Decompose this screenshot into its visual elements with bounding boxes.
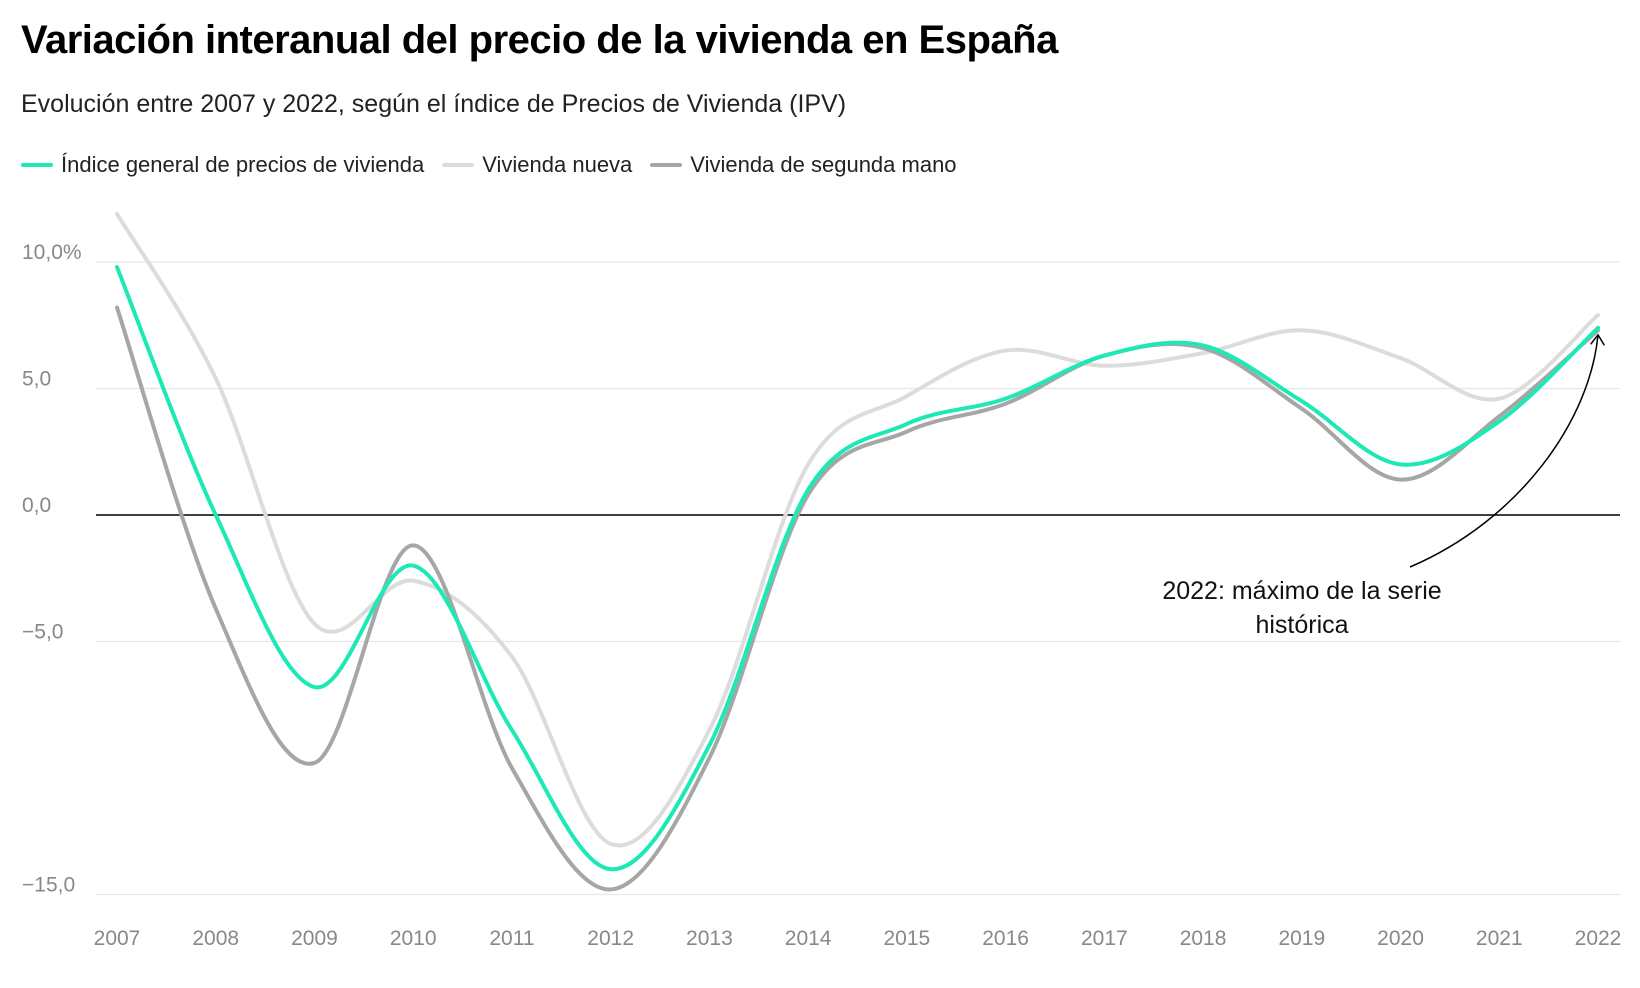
x-tick-label: 2022 <box>1575 927 1622 950</box>
annotation-layer: 2022: máximo de la serie histórica <box>1162 334 1605 639</box>
x-tick-label: 2009 <box>291 927 338 950</box>
x-tick-label: 2013 <box>686 927 733 950</box>
tick-layer: 10,0% 5,0 0,0 −5,0 −15,0 2007 2008 2009 2010 2011… <box>22 241 1621 950</box>
legend-item: Vivienda nueva <box>442 152 632 178</box>
annotation-text: 2022: máximo de la serie <box>1162 577 1441 605</box>
y-tick-label: 0,0 <box>22 494 51 517</box>
y-tick-label: 10,0% <box>22 241 82 264</box>
legend-label: Vivienda de segunda mano <box>690 152 957 177</box>
x-tick-label: 2010 <box>390 927 437 950</box>
chart-legend: Índice general de precios de vivienda Viv… <box>21 152 975 178</box>
legend-label: Vivienda nueva <box>482 152 633 177</box>
chart-title: Variación interanual del precio de la vi… <box>21 18 1058 62</box>
legend-swatch <box>21 163 53 167</box>
x-tick-label: 2015 <box>884 927 931 950</box>
annotation-arrow-head <box>1590 334 1605 346</box>
x-tick-label: 2020 <box>1377 927 1424 950</box>
chart-subtitle: Evolución entre 2007 y 2022, según el ín… <box>21 90 847 118</box>
x-tick-label: 2014 <box>785 927 832 950</box>
legend-label: Índice general de precios de vivienda <box>61 152 425 177</box>
x-tick-label: 2011 <box>489 927 534 950</box>
x-tick-label: 2008 <box>192 927 239 950</box>
x-tick-label: 2021 <box>1476 927 1523 950</box>
annotation-arrow-line <box>1409 334 1599 568</box>
legend-item: Índice general de precios de vivienda <box>21 152 424 178</box>
x-tick-label: 2017 <box>1081 927 1128 950</box>
x-tick-label: 2019 <box>1278 927 1325 950</box>
x-tick-label: 2007 <box>94 927 141 950</box>
y-tick-label: −15,0 <box>22 874 75 897</box>
legend-swatch <box>650 163 683 167</box>
series-layer <box>115 211 1600 892</box>
x-tick-label: 2016 <box>982 927 1029 950</box>
legend-item: Vivienda de segunda mano <box>650 152 957 178</box>
y-tick-label: −5,0 <box>22 621 63 644</box>
grid-layer <box>96 261 1620 896</box>
annotation-text: histórica <box>1255 611 1348 639</box>
legend-swatch <box>442 163 475 167</box>
series-line-vivienda-nueva <box>115 211 1600 848</box>
x-tick-label: 2018 <box>1180 927 1227 950</box>
series-line-indice-general-de-precios-de-vivienda <box>115 265 1600 872</box>
y-tick-label: 5,0 <box>22 368 51 391</box>
series-line-vivienda-de-segunda-mano <box>115 305 1600 892</box>
x-tick-label: 2012 <box>587 927 634 950</box>
